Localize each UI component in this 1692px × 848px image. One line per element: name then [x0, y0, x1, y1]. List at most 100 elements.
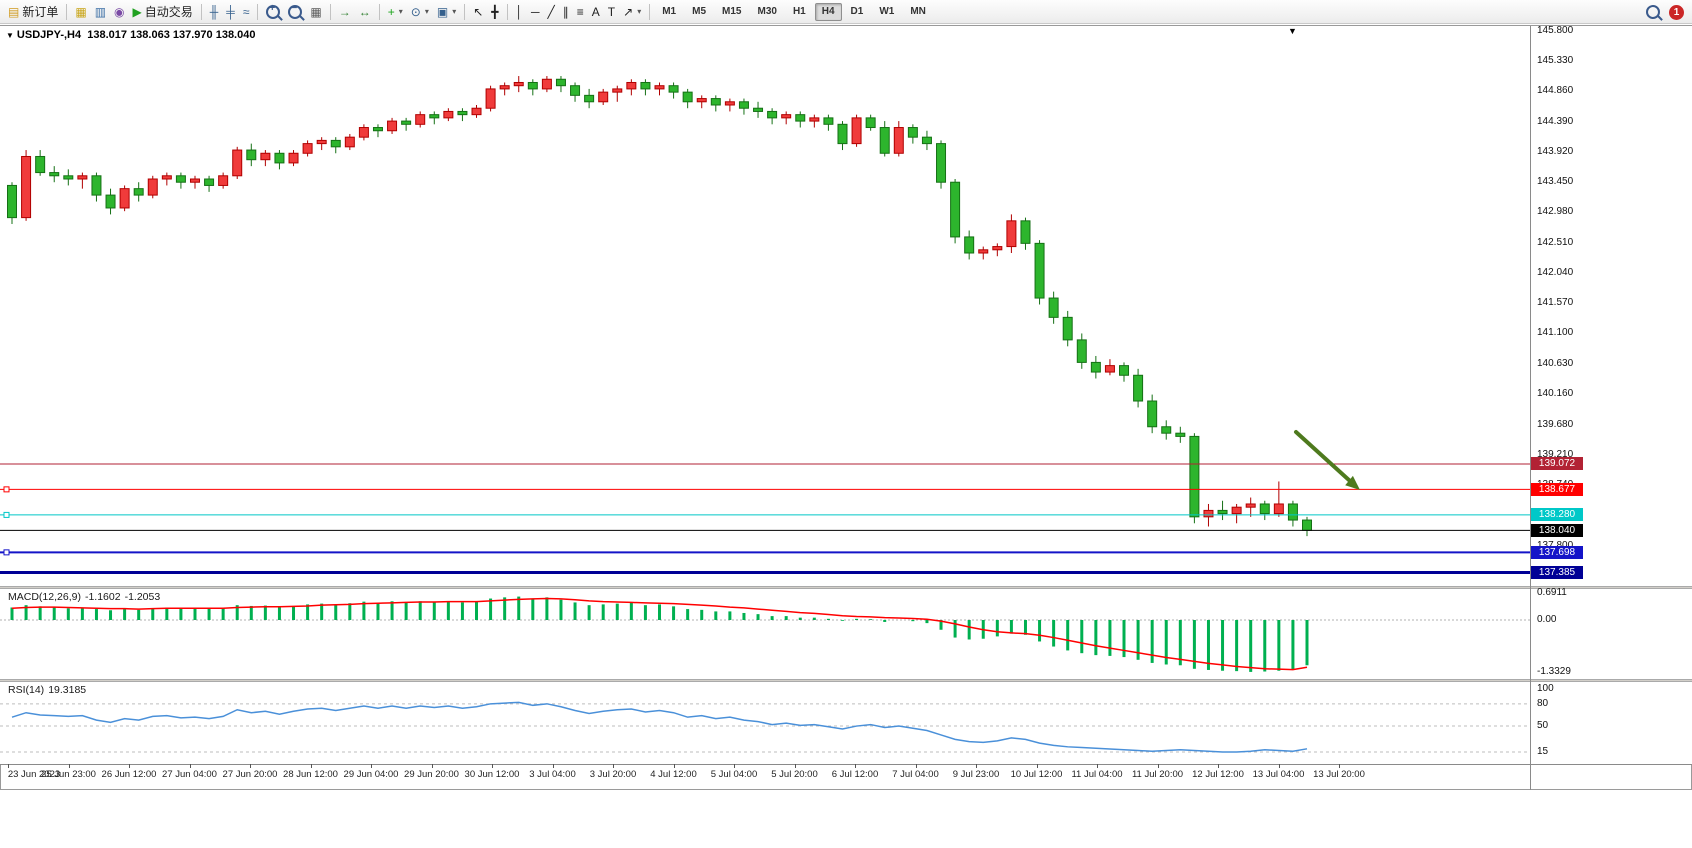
price-axis-label: 142.510 — [1537, 236, 1574, 248]
hline-138.677[interactable] — [0, 486, 1530, 493]
date-label: 28 Jun 12:00 — [283, 769, 338, 780]
rsi-scale-label: 15 — [1537, 746, 1549, 757]
zoom-out-icon[interactable]: − — [284, 3, 306, 21]
timeframe-button-MN[interactable]: MN — [910, 5, 926, 17]
pane-splitter[interactable] — [0, 586, 1692, 589]
time-axis-tick — [250, 764, 251, 768]
macd-scale-label: -1.3329 — [1537, 666, 1571, 678]
caret-down-icon: ▾ — [424, 7, 429, 16]
tile-windows-icon[interactable]: ▦ — [306, 3, 325, 21]
timeframe-button-M30[interactable]: M30 — [757, 5, 777, 17]
candlestick-chart-icon[interactable]: ╪ — [222, 3, 239, 21]
zoom-in-icon[interactable]: + — [262, 3, 284, 21]
time-axis-tick — [1218, 764, 1219, 768]
time-axis-tick — [734, 764, 735, 768]
caret-down-icon: ▾ — [637, 7, 642, 16]
time-axis-tick — [310, 764, 312, 768]
charts-grid-icon: ▦ — [75, 4, 87, 19]
indicators-dropdown[interactable]: + ▾ — [384, 3, 407, 21]
channel-icon[interactable]: ∥ — [559, 3, 573, 21]
trend-arrow[interactable] — [1294, 430, 1360, 490]
price-axis-label: 139.680 — [1537, 418, 1574, 430]
new-order-button[interactable]: ▤ 新订单 — [4, 3, 62, 21]
notification-badge[interactable]: 1 — [1669, 4, 1684, 20]
time-axis-tick — [492, 764, 493, 768]
chart-menu-icon[interactable]: ▼ — [6, 31, 14, 40]
main-chart-pane — [0, 26, 1692, 586]
hline-137.698[interactable] — [0, 549, 1530, 556]
charts-grid-icon[interactable]: ▦ — [71, 3, 90, 21]
vertical-line-icon[interactable]: │ — [512, 3, 528, 21]
hline-138.280[interactable] — [0, 511, 1530, 518]
fibonacci-icon[interactable]: ≡ — [573, 3, 588, 21]
timeframe-button-H1[interactable]: H1 — [792, 5, 806, 17]
date-label: 11 Jul 20:00 — [1131, 769, 1184, 780]
price-axis-label: 141.100 — [1537, 327, 1574, 339]
timeframe-button-D1[interactable]: D1 — [850, 5, 864, 17]
bar-chart-icon[interactable]: ╫ — [206, 3, 223, 21]
chart-shift-marker[interactable]: ▼ — [1288, 26, 1297, 36]
templates-dropdown[interactable]: ▣ ▾ — [433, 3, 460, 21]
date-label: 13 Jul 04:00 — [1252, 769, 1305, 780]
chart-shift-icon[interactable]: ↔ — [355, 3, 375, 21]
date-label: 26 Jun 12:00 — [101, 769, 157, 780]
toolbar-separator — [200, 3, 202, 20]
symbol-label: USDJPY-,H4 — [16, 29, 82, 41]
horizontal-line-icon[interactable]: ─ — [527, 3, 544, 21]
date-label: 30 Jun 12:00 — [464, 769, 520, 780]
line-chart-icon[interactable]: ≈ — [239, 3, 254, 21]
rsi-pane — [0, 682, 1692, 764]
shapes-dropdown-icon: ↗ — [623, 4, 634, 19]
timeframe-button-W1[interactable]: W1 — [879, 5, 895, 17]
price-axis-label: 139.210 — [1537, 449, 1574, 461]
date-label: 6 Jul 12:00 — [831, 769, 879, 780]
price-axis-label: 145.800 — [1537, 25, 1574, 36]
candlestick-plot[interactable] — [0, 26, 1530, 586]
macd-label: MACD(12,26,9) -1.1602 -1.2053 — [8, 591, 164, 603]
timeframe-button-H4[interactable]: H4 — [814, 2, 842, 21]
price-axis-label: 144.390 — [1537, 115, 1574, 127]
timeframe-button-M15[interactable]: M15 — [722, 5, 742, 17]
macd-scale-label: 0.00 — [1537, 614, 1557, 625]
zoom-sign: − — [291, 2, 298, 14]
time-axis-tick — [1157, 764, 1159, 768]
pane-splitter[interactable] — [0, 679, 1692, 682]
toolbar-separator — [506, 3, 508, 20]
date-label: 29 Jun 20:00 — [404, 769, 459, 780]
periods-dropdown-icon: ⊙ — [410, 4, 421, 19]
crosshair-icon[interactable]: ╋ — [487, 3, 502, 21]
time-axis-tick — [673, 764, 675, 768]
date-label: 9 Jul 23:00 — [952, 769, 1000, 780]
rsi-plot[interactable] — [0, 682, 1530, 764]
macd-plot[interactable] — [0, 589, 1530, 679]
timeframe-button-M1[interactable]: M1 — [662, 5, 677, 17]
date-label: 3 Jul 20:00 — [589, 769, 637, 780]
trendline-icon[interactable]: ╱ — [544, 3, 559, 21]
shapes-dropdown[interactable]: ↗ ▾ — [619, 3, 645, 21]
toolbar-separator — [257, 3, 259, 20]
data-window-icon[interactable]: ◉ — [110, 3, 128, 21]
label-icon[interactable]: T — [604, 3, 619, 21]
date-label: 7 Jul 04:00 — [892, 769, 939, 780]
toolbar-separator — [329, 3, 331, 20]
templates-dropdown-icon: ▣ — [436, 4, 449, 19]
crosshair-icon: ╋ — [491, 4, 499, 19]
search-icon[interactable] — [1646, 5, 1660, 19]
zoom-sign: + — [269, 2, 276, 14]
new-order-button-icon: ▤ — [8, 4, 20, 19]
date-label: 13 Jul 20:00 — [1313, 769, 1365, 780]
profiles-icon[interactable]: ▥ — [91, 3, 110, 21]
auto-trading-button-icon: ▶ — [132, 4, 142, 19]
rsi-title: RSI(14) — [8, 684, 45, 696]
auto-trading-button[interactable]: ▶ 自动交易 — [129, 3, 197, 21]
date-label: 25 Jun 23:00 — [41, 769, 96, 780]
cursor-icon[interactable]: ↖ — [469, 3, 487, 21]
auto-scroll-icon[interactable]: → — [335, 3, 355, 21]
time-axis-tick — [855, 764, 856, 768]
price-axis-label: 143.920 — [1537, 145, 1574, 157]
timeframe-button-M5[interactable]: M5 — [692, 5, 707, 17]
text-icon[interactable]: A — [588, 3, 604, 21]
bar-chart-icon: ╫ — [209, 4, 219, 19]
periods-dropdown[interactable]: ⊙ ▾ — [407, 3, 433, 21]
